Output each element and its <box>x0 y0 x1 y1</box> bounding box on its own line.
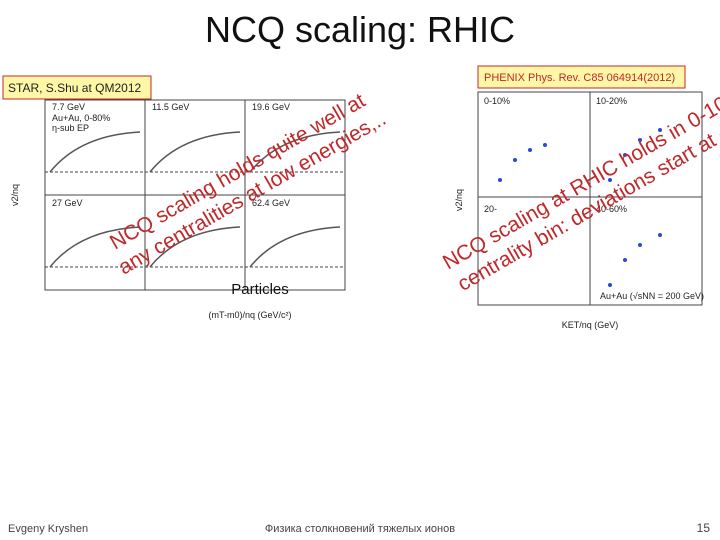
y-axis-label: v2/nq <box>10 184 20 206</box>
page-number: 15 <box>697 521 711 535</box>
overlay-label: Particles <box>231 281 289 298</box>
source-box <box>2 75 152 100</box>
legend-text: η-sub EP <box>52 123 89 133</box>
panel-label: 27 GeV <box>52 198 83 208</box>
panel-label: 0-10% <box>484 96 510 106</box>
source-box <box>477 65 686 89</box>
panel-label: 11.5 GeV <box>152 102 189 112</box>
source: STAR, S.Shu at QM2012 <box>8 81 141 95</box>
system-label: Au+Au (√sNN = 200 GeV) <box>600 291 704 301</box>
legend-text: Au+Au, 0-80% <box>52 113 110 123</box>
right-figure: 0-10% 10-20% 20- 40-60% Au+Au (√sNN = 20… <box>454 65 704 330</box>
panel-label: 40-60% <box>596 204 627 214</box>
x-axis-label: (mT-m0)/nq (GeV/c²) <box>208 310 291 320</box>
panel-label: 62.4 GeV <box>252 198 290 208</box>
title: NCQ scaling: RHIC <box>205 9 515 50</box>
left-figure: 7.7 GeV 11.5 GeV 19.6 GeV 27 GeV 62.4 Ge… <box>2 75 346 320</box>
panel-label: 10-20% <box>596 96 627 106</box>
x-axis-label: KET/nq (GeV) <box>562 320 619 330</box>
panel-label: 7.7 GeV <box>52 102 85 112</box>
y-axis-label: v2/nq <box>454 189 464 211</box>
panel-label: 20- <box>484 204 497 214</box>
footer-author: Evgeny Kryshen <box>8 523 88 535</box>
panel-label: 19.6 GeV <box>252 102 290 112</box>
source: PHENIX Phys. Rev. C85 064914(2012) <box>484 72 675 84</box>
footer-course: Физика столкновений тяжелых ионов <box>265 523 455 535</box>
